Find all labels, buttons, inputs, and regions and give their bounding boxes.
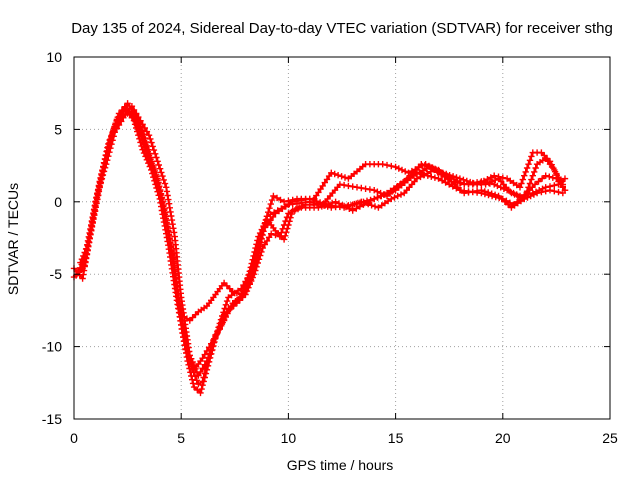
data-series-group bbox=[70, 100, 569, 397]
series-point-markers bbox=[77, 103, 569, 379]
grid-lines bbox=[74, 57, 610, 419]
x-axis-label: GPS time / hours bbox=[287, 457, 394, 473]
y-tick-label: 0 bbox=[54, 194, 62, 210]
plot-frame bbox=[73, 56, 611, 420]
y-tick-labels: -15 -10 -5 0 5 10 bbox=[42, 49, 62, 427]
x-tick-label: 10 bbox=[281, 430, 297, 446]
chart-title: Day 135 of 2024, Sidereal Day-to-day VTE… bbox=[71, 20, 613, 37]
series-track-4 bbox=[77, 103, 569, 379]
y-axis-label: SDTVAR / TECUs bbox=[5, 183, 21, 295]
x-tick-label: 0 bbox=[70, 430, 78, 446]
series-track-5 bbox=[70, 105, 567, 373]
x-tick-label: 15 bbox=[388, 430, 404, 446]
series-track-3 bbox=[75, 108, 569, 324]
y-tick-label: -10 bbox=[42, 339, 62, 355]
x-tick-labels: 0 5 10 15 20 25 bbox=[70, 430, 618, 446]
y-tick-label: -5 bbox=[50, 266, 63, 282]
y-tick-label: -15 bbox=[42, 411, 62, 427]
x-tick-label: 25 bbox=[602, 430, 618, 446]
y-tick-label: 10 bbox=[46, 49, 62, 65]
series-line bbox=[75, 102, 564, 394]
tick-marks bbox=[73, 56, 611, 420]
series-point-markers bbox=[75, 108, 569, 324]
x-tick-label: 5 bbox=[177, 430, 185, 446]
x-tick-label: 20 bbox=[495, 430, 511, 446]
y-tick-label: 5 bbox=[54, 121, 62, 137]
